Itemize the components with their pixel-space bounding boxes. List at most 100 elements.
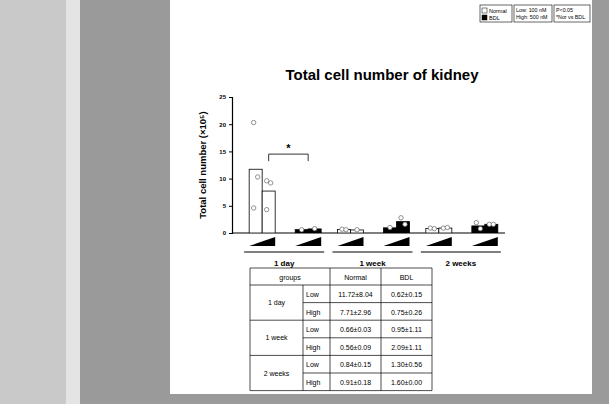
side-strip [66,0,80,404]
y-tick-label: 20 [219,122,226,128]
table-cell: Low [306,361,320,368]
chart-title: Total cell number of kidney [285,66,479,83]
y-tick: 0 [223,230,232,236]
table-rule [303,337,432,338]
y-tick-label: 0 [223,230,227,236]
table-cell: 1.60±0.00 [391,379,422,386]
dose-wedge [338,237,364,246]
bar [249,169,262,233]
note-text: P<0.05 [556,7,573,13]
table-cell: 0.66±0.03 [340,326,371,333]
table-rule [250,390,432,391]
y-tick-label: 25 [219,94,226,100]
table-cell: BDL [400,274,414,281]
table-rule [303,373,432,374]
table-cell: groups [279,274,301,282]
data-point [432,226,436,230]
table-cell: 0.75±0.26 [391,309,422,316]
y-axis: 0 5 10 15 20 25 [219,94,232,236]
table-rule [303,285,304,320]
note-text: *Nor vs BDL [556,14,585,20]
y-axis-line [229,98,233,234]
group-line [421,252,501,253]
data-point [255,175,259,179]
y-tick-mark [229,151,232,152]
legend: NormalBDL Low: 100 nMHigh: 500 nM P<0.05*N… [480,5,590,22]
dose-wedge [384,237,410,246]
legend-label: Normal [489,8,507,14]
table-cell: High [306,344,321,352]
table-cell: 0.62±0.15 [391,291,422,298]
table-cell: Normal [344,274,367,281]
page [170,0,592,394]
y-tick-mark [229,179,232,180]
data-point [264,207,268,211]
note-text: High: 500 nM [516,14,548,20]
legend-label: BDL [489,15,500,21]
table-cell: 2 weeks [264,370,290,377]
y-tick: 10 [219,176,232,182]
data-point [312,226,316,230]
note-box [554,5,590,22]
data-point [251,206,255,210]
significance-label: * [286,142,291,154]
table-cell: 1 week [265,334,288,341]
dose-wedge [426,237,452,246]
y-tick-mark [229,206,232,207]
table-cell: 0.84±0.15 [340,361,371,368]
data-point [268,181,272,185]
data-point [344,228,348,232]
y-tick: 25 [219,94,232,100]
group-line [244,252,324,253]
data-point [388,225,392,229]
plot-marks [249,120,498,233]
table-cell: Low [306,291,320,298]
y-tick-mark [229,233,232,234]
note-box [514,5,552,22]
table-cell: 7.71±2.96 [340,309,371,316]
table-rule [250,355,432,356]
summary-table: groups Normal BDL Low 11.72±8.04 0.62±0.15 Hig… [250,268,432,391]
group-line [333,252,413,253]
table-cell: 1.30±0.56 [391,361,422,368]
table-cell: High [306,309,321,317]
table-cell: 0.91±0.18 [340,379,371,386]
table-rule [381,268,382,391]
side-panel [0,0,66,404]
y-tick-label: 5 [223,203,227,209]
table-rule [432,268,433,391]
y-axis-title: Total cell number (×10⁵) [197,111,208,219]
data-point [491,222,495,226]
table-rule [250,285,432,286]
table-cell: Low [306,326,320,333]
x-tick-label: 1 day [274,259,295,268]
legend-box [480,5,512,22]
table-rule [250,268,432,269]
data-point [403,222,407,226]
table-cell: 11.72±8.04 [338,291,373,298]
y-tick-label: 15 [219,149,226,155]
table-rule [303,302,432,303]
legend-swatch [482,15,487,20]
table-rule [330,268,331,391]
y-tick-label: 10 [219,176,226,182]
x-tick-label: 1 week [359,259,386,268]
table-rule [303,320,304,355]
note-text: Low: 100 nM [516,7,546,13]
viewer-background [0,0,609,404]
bar [472,226,485,233]
table-cell: 0.95±1.11 [391,326,422,333]
data-point [251,120,255,124]
x-tick-label: 2 weeks [445,259,476,268]
y-tick-mark [229,97,232,98]
data-point [399,216,403,220]
y-tick-mark [229,124,232,125]
table-cell: High [306,379,321,387]
y-tick: 20 [219,122,232,128]
table-cell: 1 day [268,299,286,307]
table-cell: 0.56±0.09 [340,344,371,351]
data-point [355,228,359,232]
screen: Total cell number of kidney 0 5 10 15 20 25 Tot… [0,0,609,404]
dose-wedge [249,237,275,246]
y-tick: 15 [219,149,232,155]
